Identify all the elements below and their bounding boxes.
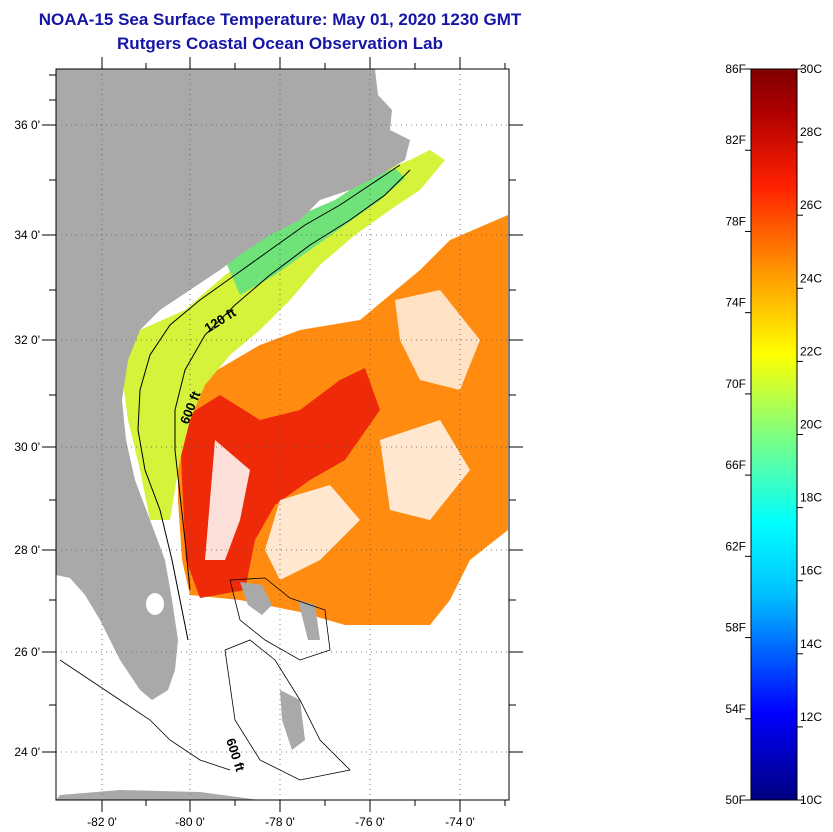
colorbar-f-label: 62F — [725, 539, 746, 553]
lon-tick-label: -82 0' — [87, 815, 117, 829]
lat-tick-label: 30 0' — [14, 440, 40, 454]
lon-tick-label: -80 0' — [175, 815, 205, 829]
colorbar-f-label: 58F — [725, 621, 746, 635]
colorbar-f-label: 50F — [725, 793, 746, 807]
colorbar-c-label: 12C — [800, 710, 822, 724]
colorbar-c-label: 24C — [800, 271, 822, 285]
lat-tick-label: 36 0' — [14, 118, 40, 132]
colorbar-f-label: 86F — [725, 62, 746, 76]
colorbar-c-label: 20C — [800, 418, 822, 432]
lat-tick-label: 34 0' — [14, 228, 40, 242]
colorbar-f-label: 74F — [725, 296, 746, 310]
contour-600ft — [174, 169, 411, 591]
sst-coastal-green — [225, 168, 405, 295]
land-bahamas — [240, 582, 320, 750]
lat-tick-label: 28 0' — [14, 543, 40, 557]
lon-tick-label: -76 0' — [355, 815, 385, 829]
colorbar-f-label: 82F — [725, 133, 746, 147]
map-gridlines — [56, 69, 509, 800]
lon-tick-label: -74 0' — [445, 815, 475, 829]
contour-florida-keys — [59, 659, 231, 771]
colorbar-celsius-labels: 30C 28C 26C 24C 22C 20C 18C 16C 14C 12C 10C — [797, 62, 822, 807]
land-mainland — [56, 69, 410, 700]
map-frame — [55, 68, 510, 801]
colorbar-c-label: 28C — [800, 125, 822, 139]
colorbar-fahrenheit-labels: 86F 82F 78F 74F 70F 66F 62F 58F 54F 50F — [725, 62, 751, 807]
land-cuba — [56, 790, 260, 800]
lon-tick-label: -78 0' — [265, 815, 295, 829]
colorbar-c-label: 30C — [800, 62, 822, 76]
contour-label: 600 ft — [223, 736, 248, 774]
lat-tick-label: 24 0' — [14, 745, 40, 759]
colorbar-f-label: 66F — [725, 458, 746, 472]
lake-okeechobee — [146, 593, 164, 615]
lat-tick-label: 26 0' — [14, 645, 40, 659]
colorbar-c-label: 18C — [800, 491, 822, 505]
cloud-gap — [395, 290, 480, 390]
colorbar-c-label: 16C — [800, 564, 822, 578]
colorbar-c-label: 10C — [800, 793, 822, 807]
cloud-gap — [265, 485, 360, 580]
colorbar-c-label: 14C — [800, 637, 822, 651]
cloud-gap — [380, 420, 470, 520]
colorbar-f-label: 78F — [725, 214, 746, 228]
map-title: NOAA-15 Sea Surface Temperature: May 01,… — [38, 10, 522, 29]
colorbar-f-label: 70F — [725, 377, 746, 391]
map-ticks: 36 0' 34 0' 32 0' 30 0' 28 0' 26 0' 24 0' -82 0… — [14, 57, 523, 829]
cloud-gap — [205, 440, 250, 560]
colorbar — [750, 68, 798, 801]
map-subtitle: Rutgers Coastal Ocean Observation Lab — [117, 34, 443, 53]
colorbar-c-label: 22C — [800, 344, 822, 358]
contour-120ft — [137, 164, 401, 641]
sst-coastal-band — [120, 150, 445, 520]
colorbar-f-label: 54F — [725, 702, 746, 716]
lat-tick-label: 32 0' — [14, 333, 40, 347]
contour-bahamas — [224, 577, 351, 781]
colorbar-c-label: 26C — [800, 198, 822, 212]
